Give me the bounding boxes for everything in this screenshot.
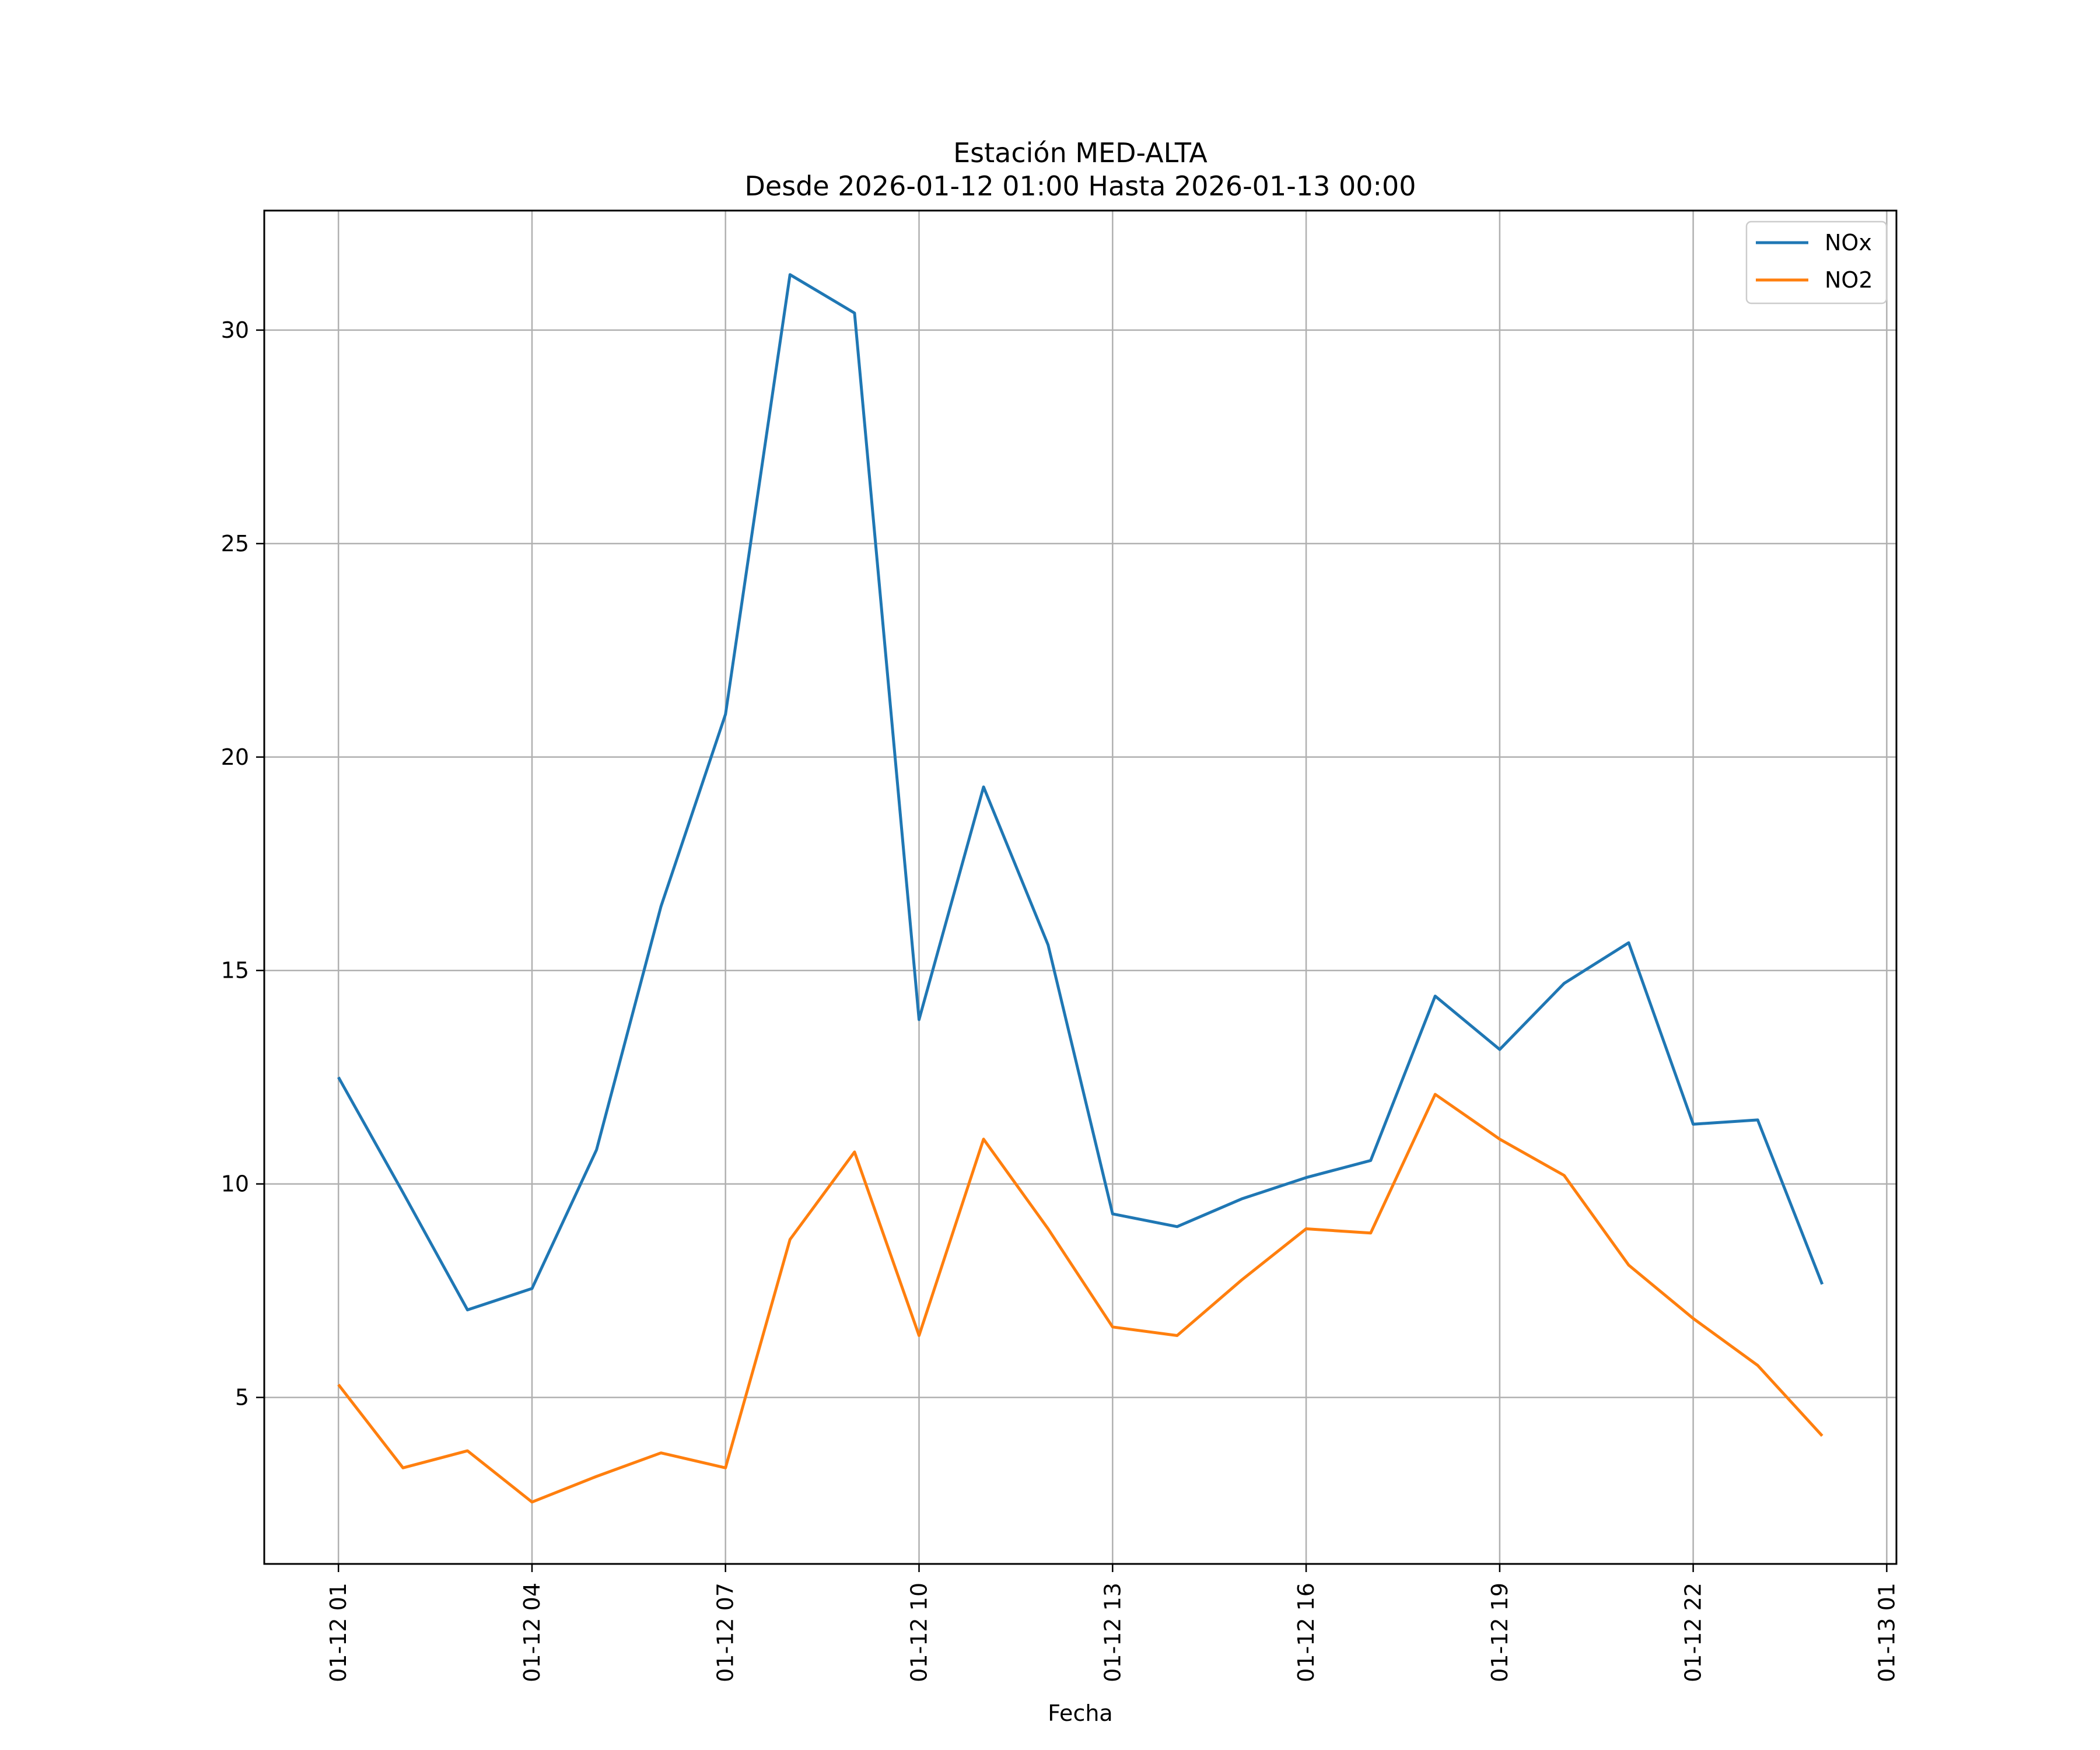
y-tick-label: 25 [221, 531, 249, 556]
series-line-no2 [337, 1093, 1824, 1504]
y-tick-label: 15 [221, 958, 249, 984]
series-lines [337, 273, 1824, 1504]
y-tick-label: 30 [221, 317, 249, 343]
x-tick-label: 01-12 22 [1681, 1583, 1706, 1682]
y-tick-label: 10 [221, 1171, 249, 1197]
x-tick-label: 01-12 16 [1293, 1583, 1319, 1682]
x-tick-label: 01-12 07 [713, 1583, 738, 1682]
x-tick-label: 01-13 01 [1874, 1583, 1899, 1682]
x-tick-label: 01-12 19 [1487, 1583, 1513, 1682]
x-tick-label: 01-12 04 [519, 1583, 545, 1682]
x-tick-label: 01-12 13 [1100, 1583, 1125, 1682]
series-line-nox [337, 273, 1824, 1311]
chart-subtitle: Desde 2026-01-12 01:00 Hasta 2026-01-13 … [744, 170, 1416, 202]
legend-label: NOx [1825, 230, 1872, 256]
legend-label: NO2 [1825, 267, 1873, 293]
grid-lines [264, 211, 1896, 1564]
chart-title: Estación MED-ALTA [953, 137, 1208, 169]
legend: NOx NO2 [1745, 220, 1888, 304]
x-axis: 01-12 01 01-12 04 01-12 07 01-12 10 01-12 13… [326, 1564, 1899, 1682]
y-tick-label: 20 [221, 744, 249, 770]
plot-frame [263, 209, 1898, 1565]
x-tick-label: 01-12 01 [326, 1583, 351, 1682]
y-axis: 5 10 15 20 25 30 [221, 317, 264, 1410]
y-tick-label: 5 [235, 1385, 249, 1410]
x-axis-label: Fecha [1048, 1700, 1112, 1726]
x-tick-label: 01-12 10 [907, 1583, 932, 1682]
